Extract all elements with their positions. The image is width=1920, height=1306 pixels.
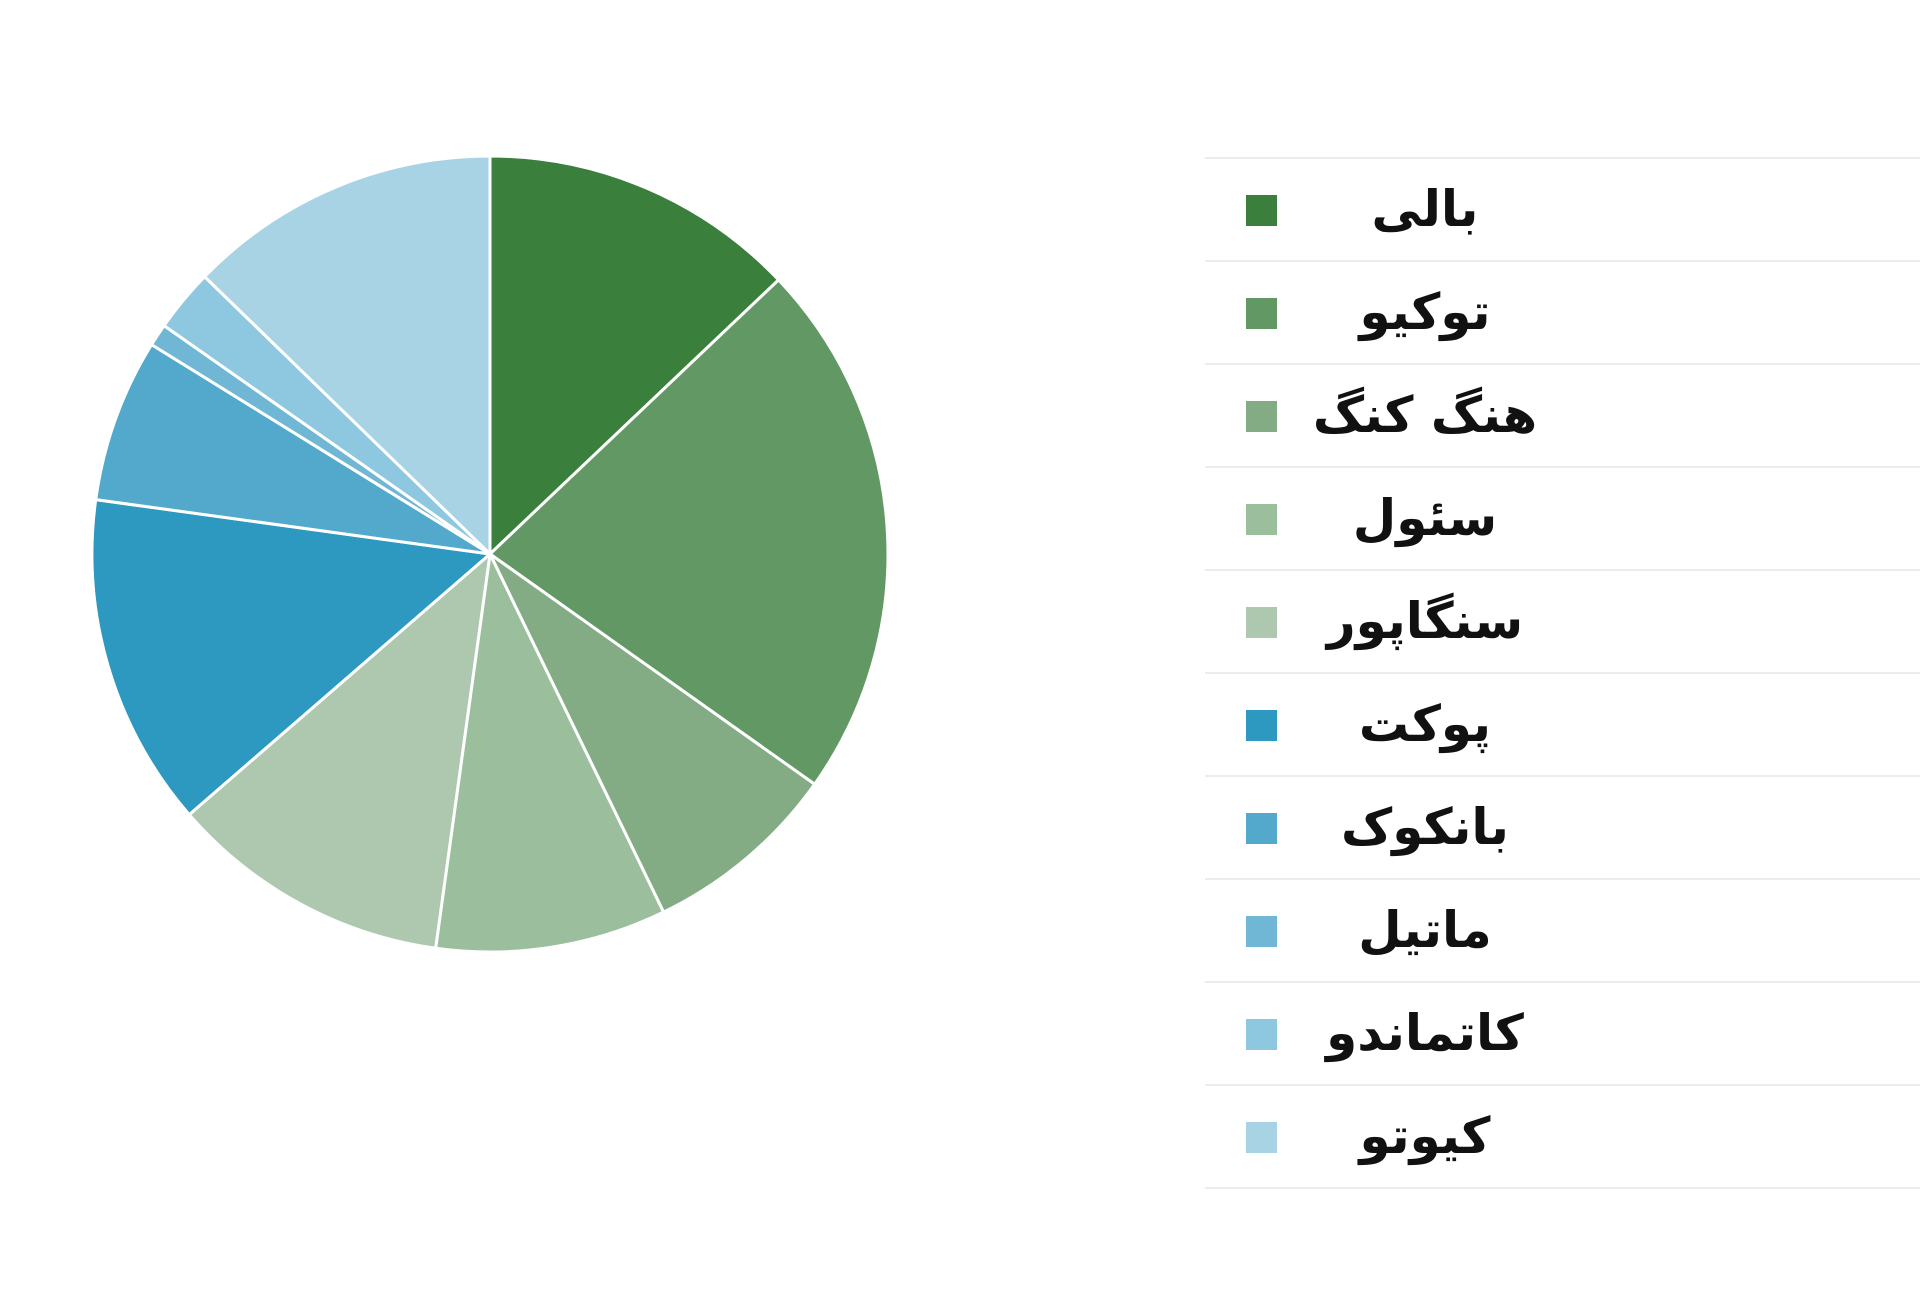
legend-swatch	[1246, 504, 1277, 535]
legend-label: کاتماندو	[1326, 1004, 1524, 1062]
legend-label: ماتیل	[1358, 901, 1492, 959]
legend-item: بانکوک	[1205, 777, 1920, 880]
legend-swatch	[1246, 710, 1277, 741]
pie-slices	[90, 154, 890, 954]
legend-label: سئول	[1352, 489, 1498, 547]
legend-label: سنگاپور	[1326, 592, 1524, 650]
pie-slice-7	[94, 343, 492, 556]
legend-label: توکیو	[1359, 283, 1491, 341]
legend-label: بالی	[1371, 180, 1479, 238]
legend-swatch	[1246, 813, 1277, 844]
legend-item: سنگاپور	[1205, 571, 1920, 674]
legend-item: کاتماندو	[1205, 983, 1920, 1086]
legend: بالی توکیو هنگ کنگ سئول سنگاپور پوکت بانکوک مات…	[1205, 157, 1920, 1189]
legend-label: بانکوک	[1341, 798, 1509, 856]
legend-item: توکیو	[1205, 262, 1920, 365]
pie-slice-4	[434, 552, 666, 954]
legend-item: بالی	[1205, 159, 1920, 262]
pie-slice-10	[203, 154, 492, 556]
legend-swatch	[1246, 916, 1277, 947]
legend-swatch	[1246, 298, 1277, 329]
legend-swatch	[1246, 607, 1277, 638]
legend-swatch	[1246, 401, 1277, 432]
legend-swatch	[1246, 195, 1277, 226]
legend-item: ماتیل	[1205, 880, 1920, 983]
legend-item: پوکت	[1205, 674, 1920, 777]
legend-label: پوکت	[1358, 695, 1492, 753]
legend-label: کیوتو	[1359, 1107, 1491, 1165]
pie-slice-6	[90, 498, 492, 817]
legend-swatch	[1246, 1019, 1277, 1050]
pie-slice-5	[187, 552, 492, 950]
legend-item: هنگ کنگ	[1205, 365, 1920, 468]
pie-slice-2	[488, 278, 890, 786]
legend-label: هنگ کنگ	[1312, 386, 1538, 444]
pie-slice-1	[488, 154, 781, 556]
legend-item: کیوتو	[1205, 1086, 1920, 1189]
legend-swatch	[1246, 1122, 1277, 1153]
pie-slice-3	[488, 552, 817, 914]
legend-item: سئول	[1205, 468, 1920, 571]
